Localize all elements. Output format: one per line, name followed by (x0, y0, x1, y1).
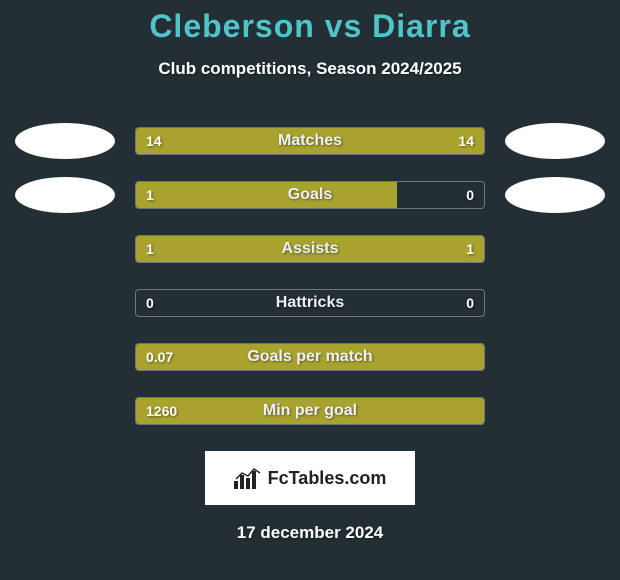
bar-fill-left (136, 344, 484, 370)
bar-fill-left (136, 128, 310, 154)
chart-icon (234, 467, 262, 489)
date-label: 17 december 2024 (0, 523, 620, 543)
player2-badge (505, 177, 605, 213)
spacer (15, 231, 115, 267)
player2-name: Diarra (372, 8, 471, 44)
vs-label: vs (325, 8, 363, 44)
stat-value-left: 0 (146, 295, 154, 311)
stat-row: Assists11 (0, 231, 620, 267)
stat-row: Goals per match0.07 (0, 339, 620, 375)
spacer (505, 231, 605, 267)
player2-badge (505, 123, 605, 159)
stat-bar: Min per goal1260 (135, 397, 485, 425)
stat-bar: Assists11 (135, 235, 485, 263)
spacer (15, 393, 115, 429)
page-title: Cleberson vs Diarra (0, 8, 620, 45)
spacer (15, 339, 115, 375)
comparison-bars: Matches1414 Goals10 Assists11 Hattricks 0 0 Go… (0, 123, 620, 429)
stat-value-right: 0 (466, 295, 474, 311)
spacer (505, 339, 605, 375)
bar-fill-left (136, 398, 484, 424)
bar-fill-left (136, 182, 397, 208)
stat-row: Goals10 (0, 177, 620, 213)
stat-value-right: 0 (466, 187, 474, 203)
player1-badge (15, 123, 115, 159)
player1-name: Cleberson (149, 8, 314, 44)
spacer (15, 285, 115, 321)
spacer (505, 393, 605, 429)
stat-row: Matches1414 (0, 123, 620, 159)
stat-bar: Goals10 (135, 181, 485, 209)
bar-fill-left (136, 236, 310, 262)
bar-fill-right (310, 128, 484, 154)
stat-label: Hattricks (276, 294, 344, 312)
stat-row: Min per goal1260 (0, 393, 620, 429)
bar-fill-right (310, 236, 484, 262)
stats-comparison-card: Cleberson vs Diarra Club competitions, S… (0, 0, 620, 543)
stat-bar: Goals per match0.07 (135, 343, 485, 371)
player1-badge (15, 177, 115, 213)
stat-bar: Hattricks 0 0 (135, 289, 485, 317)
stat-bar: Matches1414 (135, 127, 485, 155)
spacer (505, 285, 605, 321)
subtitle: Club competitions, Season 2024/2025 (0, 59, 620, 79)
logo-text: FcTables.com (268, 468, 387, 489)
stat-row: Hattricks 0 0 (0, 285, 620, 321)
source-logo: FcTables.com (205, 451, 415, 505)
